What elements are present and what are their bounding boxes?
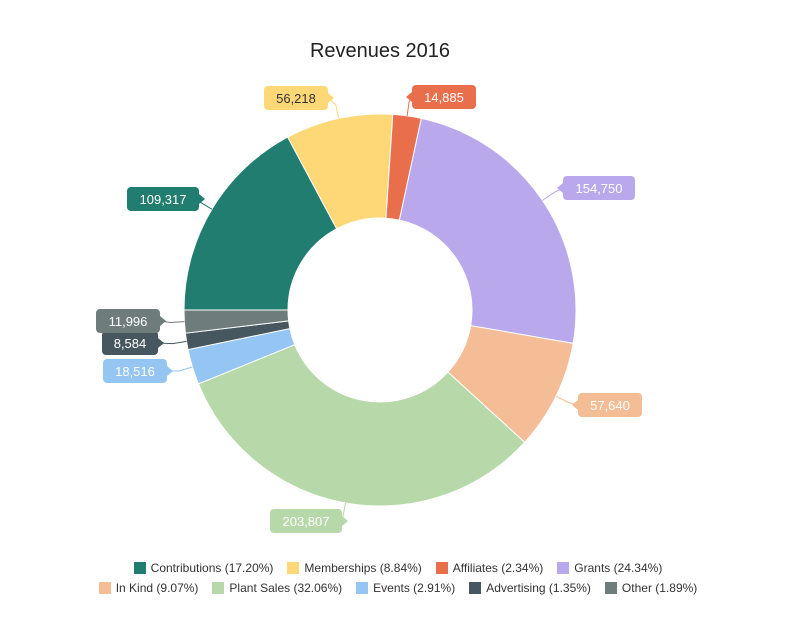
legend-swatch — [469, 582, 482, 594]
chart-legend: Contributions (17.20%) Memberships (8.84%… — [0, 558, 796, 598]
data-label-pointer-events — [167, 366, 173, 376]
legend-item-events[interactable]: Events (2.91%) — [356, 581, 455, 595]
legend-item-contributions[interactable]: Contributions (17.20%) — [133, 561, 274, 575]
legend-swatch — [557, 562, 570, 574]
legend-label: Contributions (17.20%) — [150, 561, 274, 575]
data-label-box-plant-sales — [270, 509, 342, 533]
data-label-pointer-advertising — [158, 338, 164, 348]
legend-swatch — [133, 562, 146, 574]
legend-item-plant-sales[interactable]: Plant Sales (32.06%) — [212, 581, 342, 595]
legend-swatch — [356, 582, 369, 594]
donut-chart: Revenues 2016 109,317 56,218 14,885 154,750… — [96, 40, 642, 533]
data-label-advertising: 8,584 — [114, 336, 147, 351]
data-label-grants: 154,750 — [576, 181, 623, 196]
legend-label: Advertising (1.35%) — [486, 581, 591, 595]
legend-label: Events (2.91%) — [373, 581, 456, 595]
data-label-box-events — [103, 359, 167, 383]
slice-other[interactable] — [183, 309, 290, 334]
legend-label: In Kind (9.07%) — [115, 581, 199, 595]
legend-item-in-kind[interactable]: In Kind (9.07%) — [98, 581, 199, 595]
data-label-affiliates: 14,885 — [424, 90, 464, 105]
data-label-box-other — [96, 309, 160, 333]
data-label-pointer-contributions — [199, 194, 205, 204]
data-label-contributions: 109,317 — [140, 192, 187, 207]
legend-label: Grants (24.34%) — [574, 561, 663, 575]
legend-label: Memberships (8.84%) — [304, 561, 422, 575]
data-label-pointer-grants — [557, 183, 563, 193]
data-label-box-in-kind — [578, 393, 642, 417]
data-label-box-advertising — [102, 331, 158, 355]
data-label-box-contributions — [127, 187, 199, 211]
legend-swatch — [212, 582, 225, 594]
legend-item-other[interactable]: Other (1.89%) — [604, 581, 698, 595]
data-label-box-affiliates — [412, 85, 476, 109]
data-label-pointer-plant-sales — [342, 516, 348, 526]
data-label-memberships: 56,218 — [276, 91, 316, 106]
legend-swatch — [435, 562, 448, 574]
legend-swatch — [604, 582, 617, 594]
legend-item-advertising[interactable]: Advertising (1.35%) — [469, 581, 591, 595]
slice-contributions[interactable] — [183, 136, 338, 311]
legend-item-affiliates[interactable]: Affiliates (2.34%) — [435, 561, 544, 575]
data-label-box-grants — [563, 176, 635, 200]
legend-swatch — [98, 582, 111, 594]
data-label-pointer-affiliates — [406, 92, 412, 102]
data-label-box-memberships — [264, 86, 328, 110]
legend-item-grants[interactable]: Grants (24.34%) — [557, 561, 662, 575]
data-label-other: 11,996 — [109, 314, 148, 329]
legend-label: Other (1.89%) — [621, 581, 698, 595]
data-label-plant-sales: 203,807 — [283, 514, 330, 529]
slice-grants[interactable] — [398, 117, 577, 344]
slice-plant-sales[interactable] — [197, 344, 526, 507]
legend-swatch — [287, 562, 300, 574]
data-label-pointer-in-kind — [572, 400, 578, 410]
legend-item-memberships[interactable]: Memberships (8.84%) — [287, 561, 422, 575]
data-label-events: 18,516 — [115, 364, 155, 379]
chart-title: Revenues 2016 — [310, 40, 450, 62]
legend-label: Plant Sales (32.06%) — [229, 581, 343, 595]
data-label-pointer-memberships — [328, 93, 334, 103]
data-label-pointer-other — [160, 316, 166, 326]
data-label-in-kind: 57,640 — [590, 398, 630, 413]
legend-label: Affiliates (2.34%) — [452, 561, 544, 575]
